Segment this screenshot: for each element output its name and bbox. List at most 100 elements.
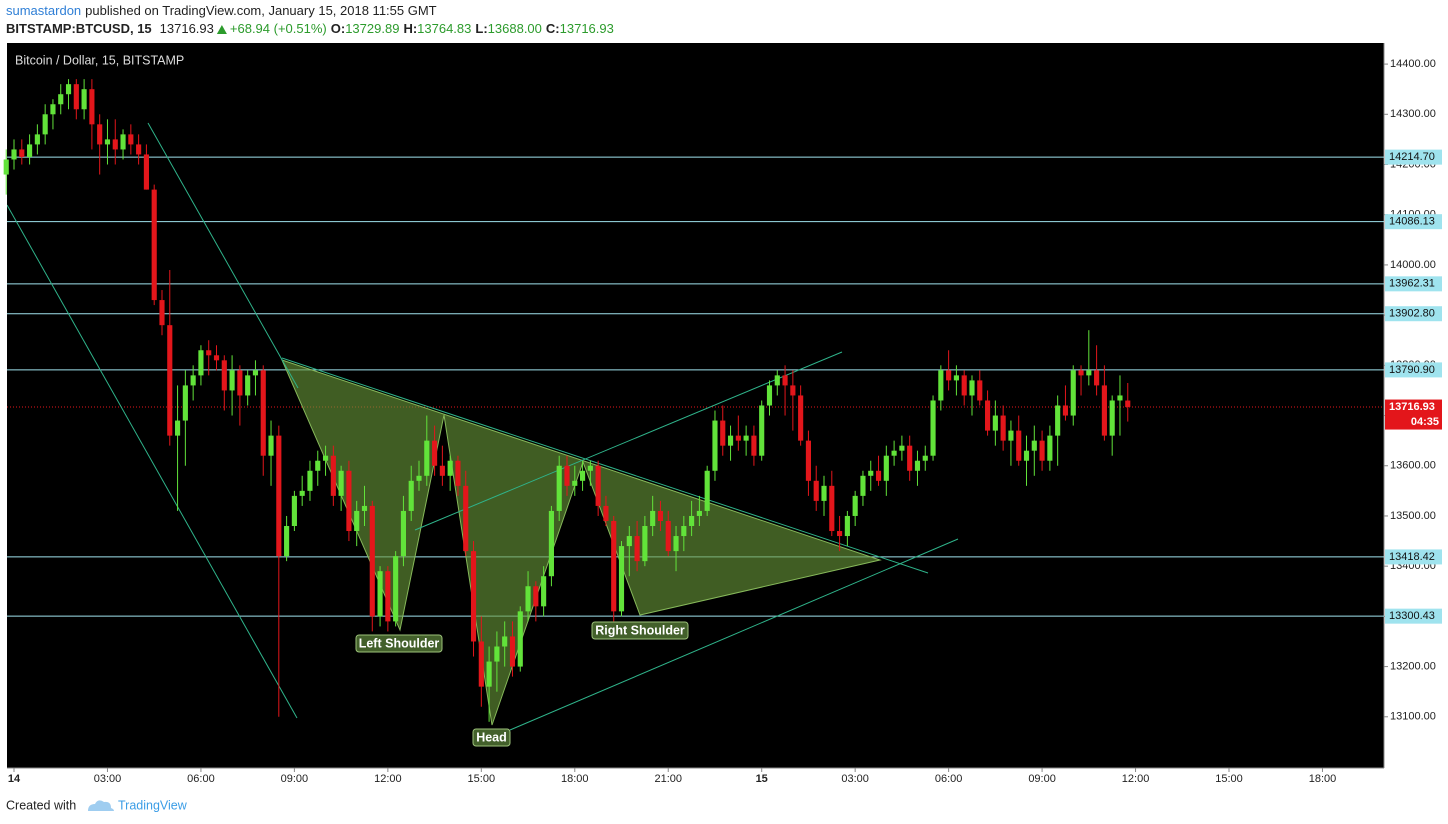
candle-body	[1125, 400, 1131, 408]
candle-body	[276, 435, 282, 557]
candle-body	[463, 485, 469, 552]
candles	[3, 79, 1131, 722]
candle-body	[961, 375, 967, 396]
author[interactable]: sumastardon	[6, 3, 81, 18]
x-tick-label: 21:00	[654, 773, 682, 785]
candle-body	[151, 189, 157, 301]
tradingview-logo[interactable]	[88, 800, 114, 811]
candle-body	[541, 576, 547, 607]
candle-body	[307, 470, 313, 491]
candle-body	[3, 159, 9, 175]
candle-body	[977, 380, 983, 401]
candle-body	[930, 400, 936, 456]
candle-body	[689, 515, 695, 526]
candle-body	[1086, 370, 1092, 376]
up-arrow-icon	[216, 25, 227, 34]
candle-body	[198, 350, 204, 376]
candle-body	[759, 405, 765, 456]
symbol: BITSTAMP:BTCUSD, 15	[6, 21, 152, 36]
candle-body	[167, 325, 173, 436]
candle-body	[572, 480, 578, 486]
candle-body	[829, 485, 835, 532]
annotation: Left Shoulder Head Right Shoulder	[355, 621, 689, 747]
candle-body	[673, 536, 679, 552]
candle-body	[556, 465, 562, 511]
candle-body	[517, 611, 523, 667]
candle-body	[891, 450, 897, 456]
candle-body	[369, 505, 375, 617]
channel-line	[7, 204, 298, 719]
candle-body	[992, 415, 998, 431]
trend-line	[509, 538, 959, 731]
price-level-label: 13790.90	[1389, 364, 1435, 376]
candle-body	[112, 139, 118, 150]
candle-body	[782, 375, 788, 386]
candle-body	[611, 520, 617, 612]
candle-body	[299, 490, 305, 496]
candle-body	[50, 104, 56, 115]
candle-body	[143, 154, 149, 190]
x-tick-label: 18:00	[1309, 773, 1337, 785]
candle-body	[478, 641, 484, 687]
candle-body	[338, 470, 344, 496]
x-tick-label: 09:00	[281, 773, 309, 785]
candle-body	[159, 300, 165, 326]
price-level-label: 13300.43	[1389, 610, 1435, 622]
candle-body	[564, 465, 570, 486]
candle-body	[315, 460, 321, 471]
candle-body	[1070, 370, 1076, 416]
price-level-tag	[1385, 608, 1442, 624]
candle-body	[1008, 430, 1014, 441]
candle-body	[1031, 440, 1037, 451]
trend-line	[414, 351, 843, 531]
candle-body	[221, 360, 227, 391]
candle-body	[805, 440, 812, 481]
candle-body	[330, 455, 336, 496]
candle-body	[322, 455, 329, 461]
x-tick-label: 14	[8, 773, 21, 785]
candle-body	[821, 485, 827, 501]
candle-body	[439, 465, 445, 476]
candle-body	[650, 510, 656, 526]
candle-body	[1016, 430, 1022, 461]
price-tags: 14214.70 14086.13 13962.31 13902.80 13790.90…	[1385, 149, 1442, 624]
candle-body	[837, 531, 843, 537]
candle-body	[65, 84, 72, 95]
price-level-tag	[1385, 214, 1442, 230]
candle-body	[720, 420, 726, 446]
candle-body	[268, 435, 274, 456]
candle-body	[245, 375, 251, 396]
candle-body	[11, 149, 17, 160]
footer-brand[interactable]: TradingView	[118, 798, 188, 812]
footer-text: Created with	[6, 798, 76, 812]
candle-body	[813, 480, 819, 501]
annotation-box	[472, 728, 511, 747]
candle-body	[19, 149, 25, 157]
candle-body	[182, 385, 188, 421]
candle-body	[174, 420, 181, 436]
candle-body	[424, 440, 430, 476]
plot-background	[7, 43, 1384, 768]
candle-body	[1078, 370, 1084, 376]
candle-body	[447, 460, 453, 476]
candle-body	[712, 420, 718, 471]
x-tick-label: 12:00	[1122, 773, 1150, 785]
candle-body	[883, 455, 889, 481]
ohlc-value: 13764.83	[417, 21, 471, 36]
candle-body	[237, 370, 243, 396]
y-tick-label: 14400.00	[1390, 58, 1436, 70]
annotation-box	[355, 634, 443, 653]
candle-body	[798, 395, 804, 441]
price-level-label: 14086.13	[1389, 216, 1435, 228]
x-tick-label: 15	[756, 773, 768, 785]
candle-body	[618, 546, 625, 612]
candle-body	[377, 571, 383, 617]
candle-body	[502, 636, 508, 647]
symbol-line: BITSTAMP:BTCUSD, 15 13716.93 +68.94 (+0.51…	[6, 21, 614, 36]
candle-body	[213, 355, 220, 361]
candle-body	[494, 646, 500, 662]
candle-body	[533, 586, 539, 607]
ohlc-value: 13716.93	[560, 21, 614, 36]
